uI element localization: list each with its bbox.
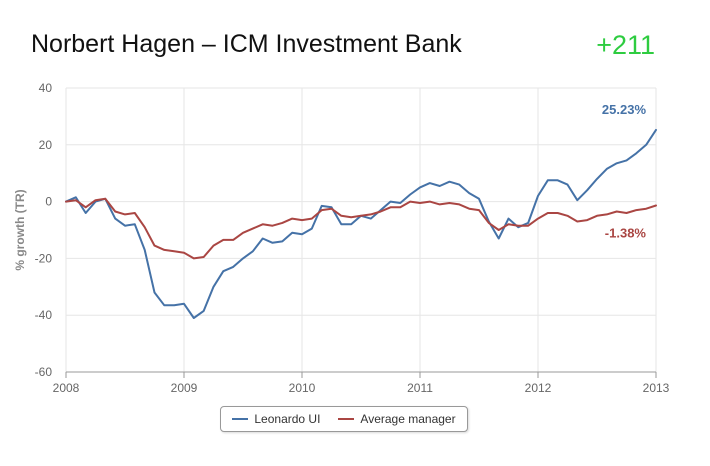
x-tick-label: 2013 <box>643 381 670 395</box>
series-line-average[interactable] <box>65 197 657 260</box>
legend-label-leonardo: Leonardo UI <box>254 412 321 426</box>
y-tick-label: -40 <box>35 308 53 322</box>
end-label-leonardo: 25.23% <box>602 102 647 117</box>
legend-label-average: Average manager <box>360 412 456 426</box>
data-labels: 25.23% -1.38% <box>602 102 647 241</box>
chart-title: Norbert Hagen – ICM Investment Bank <box>31 30 462 58</box>
legend-item-average[interactable]: Average manager <box>338 412 456 426</box>
end-label-average: -1.38% <box>605 226 647 241</box>
x-tick-label: 2008 <box>53 381 80 395</box>
y-tick-label: -60 <box>35 365 53 379</box>
y-tick-label: 40 <box>39 81 53 95</box>
y-tick-label: 0 <box>45 195 52 209</box>
y-tick-label: 20 <box>39 138 53 152</box>
legend-swatch-leonardo <box>232 418 249 420</box>
grid-lines <box>65 87 657 373</box>
x-tick-label: 2012 <box>525 381 552 395</box>
x-tick-label: 2010 <box>289 381 316 395</box>
series-lines <box>65 128 657 319</box>
y-axis-title: % growth (TR) <box>13 189 27 270</box>
chart-header: Norbert Hagen – ICM Investment Bank +211 <box>0 0 710 80</box>
x-tick-label: 2009 <box>171 381 198 395</box>
series-line-leonardo[interactable] <box>65 128 657 319</box>
chart-legend: Leonardo UI Average manager <box>220 406 468 432</box>
legend-item-leonardo[interactable]: Leonardo UI <box>232 412 320 426</box>
y-tick-label: -20 <box>35 251 53 265</box>
score-badge: +211 <box>596 30 655 60</box>
legend-swatch-average <box>338 418 355 420</box>
x-tick-label: 2011 <box>407 381 433 395</box>
